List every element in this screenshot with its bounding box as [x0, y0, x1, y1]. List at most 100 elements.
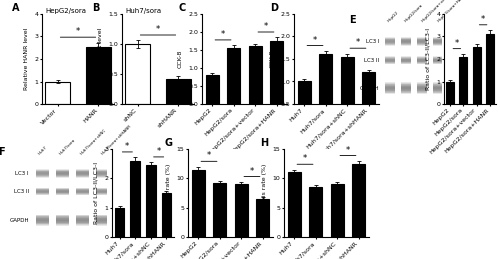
- Bar: [446, 82, 454, 104]
- Bar: [385, 42, 395, 43]
- Text: C: C: [178, 3, 186, 13]
- Bar: [433, 60, 443, 61]
- Bar: [385, 61, 395, 62]
- Bar: [433, 43, 443, 44]
- Y-axis label: Apoptosis rate (%): Apoptosis rate (%): [166, 164, 171, 222]
- Bar: [433, 38, 443, 39]
- Bar: [36, 223, 48, 224]
- Bar: [96, 189, 108, 190]
- Bar: [36, 171, 48, 172]
- Bar: [96, 173, 108, 174]
- Bar: [96, 216, 108, 217]
- Bar: [96, 223, 108, 224]
- Bar: [401, 87, 411, 88]
- Bar: [36, 189, 48, 190]
- Bar: [36, 177, 48, 178]
- Text: B: B: [92, 3, 99, 13]
- Bar: [433, 90, 443, 91]
- Bar: [76, 214, 88, 215]
- Text: Huh7/sora+shHANR: Huh7/sora+shHANR: [101, 124, 133, 155]
- Bar: [385, 82, 395, 83]
- Bar: [417, 91, 427, 92]
- Bar: [433, 61, 443, 62]
- Bar: [385, 84, 395, 85]
- Bar: [76, 218, 88, 219]
- Bar: [401, 92, 411, 93]
- Text: A: A: [12, 3, 20, 13]
- Text: Huh7/sora+shNC: Huh7/sora+shNC: [80, 128, 108, 155]
- Bar: [417, 58, 427, 59]
- Bar: [96, 215, 108, 216]
- Bar: [56, 216, 68, 217]
- Bar: [56, 176, 68, 177]
- Bar: [56, 188, 68, 189]
- Bar: [433, 57, 443, 58]
- Bar: [56, 172, 68, 173]
- Bar: [56, 215, 68, 216]
- Bar: [36, 225, 48, 226]
- Bar: [96, 169, 108, 170]
- Bar: [417, 87, 427, 88]
- Bar: [96, 218, 108, 219]
- Bar: [472, 47, 480, 104]
- Y-axis label: Ratio of LC3-II/LC3-I: Ratio of LC3-II/LC3-I: [94, 162, 99, 224]
- Text: *: *: [250, 167, 254, 176]
- Bar: [256, 199, 269, 237]
- Bar: [385, 87, 395, 88]
- Bar: [433, 62, 443, 63]
- Bar: [460, 57, 468, 104]
- Bar: [401, 84, 411, 85]
- Bar: [385, 56, 395, 57]
- Bar: [56, 177, 68, 178]
- Bar: [56, 194, 68, 195]
- Bar: [417, 83, 427, 84]
- Bar: [36, 214, 48, 215]
- Bar: [56, 219, 68, 220]
- Bar: [36, 222, 48, 223]
- Bar: [385, 87, 395, 88]
- Bar: [36, 217, 48, 218]
- Bar: [433, 42, 443, 43]
- Bar: [96, 221, 108, 222]
- Bar: [401, 39, 411, 40]
- Bar: [433, 83, 443, 84]
- Bar: [385, 61, 395, 62]
- Bar: [96, 176, 108, 177]
- Text: *: *: [264, 22, 268, 31]
- Bar: [401, 86, 411, 87]
- Bar: [385, 88, 395, 89]
- Bar: [36, 176, 48, 177]
- Bar: [417, 38, 427, 39]
- Text: HepG2/sora: HepG2/sora: [46, 8, 86, 14]
- Bar: [385, 91, 395, 92]
- Text: HepG2: HepG2: [387, 11, 400, 23]
- Bar: [433, 57, 443, 58]
- Bar: [433, 38, 443, 39]
- Bar: [36, 170, 48, 171]
- Bar: [36, 169, 48, 170]
- Bar: [96, 192, 108, 193]
- Bar: [36, 174, 48, 175]
- Bar: [36, 169, 48, 170]
- Bar: [76, 222, 88, 223]
- Bar: [401, 94, 411, 95]
- Bar: [96, 214, 108, 215]
- Bar: [401, 43, 411, 44]
- Bar: [76, 193, 88, 194]
- Bar: [433, 89, 443, 90]
- Bar: [331, 184, 344, 237]
- Bar: [76, 189, 88, 190]
- Bar: [433, 41, 443, 42]
- Bar: [401, 89, 411, 90]
- Bar: [385, 63, 395, 64]
- Bar: [486, 34, 494, 104]
- Bar: [96, 217, 108, 218]
- Bar: [96, 224, 108, 225]
- Bar: [385, 60, 395, 61]
- Text: F: F: [0, 147, 5, 157]
- Bar: [417, 57, 427, 58]
- Bar: [417, 44, 427, 45]
- Bar: [76, 215, 88, 216]
- Bar: [96, 194, 108, 195]
- Bar: [417, 82, 427, 83]
